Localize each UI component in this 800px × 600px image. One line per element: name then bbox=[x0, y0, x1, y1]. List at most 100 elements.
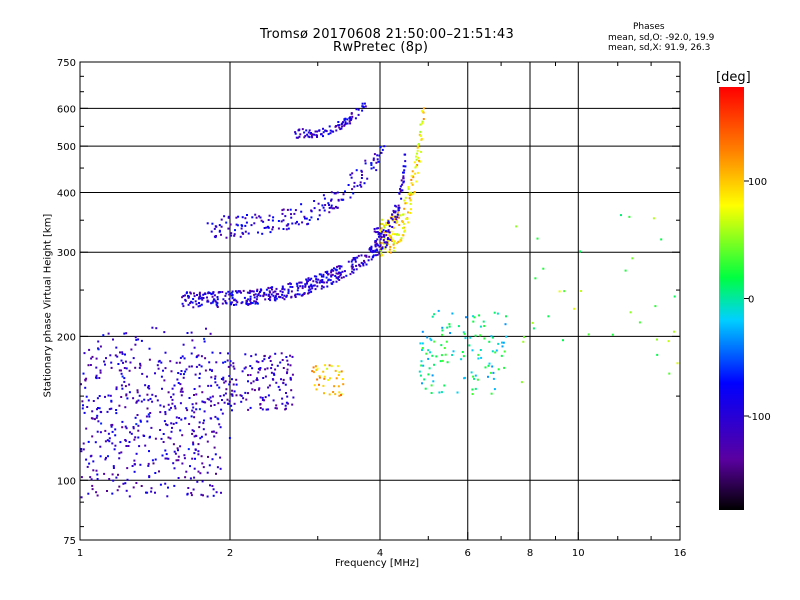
data-point bbox=[139, 362, 142, 365]
data-point bbox=[96, 397, 99, 400]
data-point bbox=[383, 241, 386, 244]
data-point bbox=[132, 486, 135, 489]
data-point bbox=[120, 372, 123, 375]
data-point bbox=[285, 295, 288, 298]
data-point bbox=[136, 389, 139, 392]
data-point bbox=[349, 273, 352, 276]
data-point bbox=[210, 417, 213, 420]
data-point bbox=[228, 383, 231, 386]
data-point bbox=[104, 395, 106, 398]
data-point bbox=[108, 440, 111, 443]
data-point bbox=[216, 384, 219, 387]
data-point bbox=[377, 227, 379, 230]
data-point bbox=[166, 495, 169, 498]
data-point bbox=[89, 455, 92, 458]
data-point bbox=[143, 435, 146, 437]
data-point bbox=[95, 491, 98, 494]
data-point bbox=[90, 478, 93, 481]
data-point bbox=[433, 363, 435, 366]
data-point bbox=[257, 361, 260, 364]
data-point bbox=[254, 353, 257, 356]
data-point bbox=[132, 426, 135, 428]
data-point bbox=[176, 447, 179, 450]
data-point bbox=[318, 129, 321, 132]
data-point bbox=[231, 394, 234, 397]
data-point bbox=[175, 459, 178, 462]
data-point bbox=[376, 158, 379, 161]
data-point bbox=[296, 220, 298, 223]
data-point bbox=[128, 441, 131, 443]
data-point bbox=[152, 462, 155, 465]
y-tick-label: 750 bbox=[57, 58, 76, 69]
data-point bbox=[338, 126, 341, 129]
data-point bbox=[204, 433, 207, 436]
data-point bbox=[310, 135, 313, 138]
data-point bbox=[401, 183, 404, 186]
data-point bbox=[164, 367, 167, 370]
data-point bbox=[271, 286, 274, 289]
data-point bbox=[234, 229, 236, 232]
data-point bbox=[329, 377, 331, 380]
data-point bbox=[310, 285, 313, 288]
data-point bbox=[162, 369, 164, 372]
data-point bbox=[286, 208, 289, 211]
data-point bbox=[106, 410, 109, 413]
data-point bbox=[163, 379, 166, 382]
data-point bbox=[147, 386, 149, 389]
data-point bbox=[397, 204, 400, 207]
data-point bbox=[183, 457, 186, 460]
data-point bbox=[110, 407, 113, 410]
data-point bbox=[219, 426, 222, 429]
data-point bbox=[631, 257, 634, 260]
data-point bbox=[244, 224, 247, 227]
data-point bbox=[313, 200, 316, 202]
data-point bbox=[335, 280, 338, 283]
data-point bbox=[406, 218, 409, 220]
data-point bbox=[374, 245, 377, 248]
data-point bbox=[301, 128, 304, 131]
data-point bbox=[174, 407, 177, 410]
data-point bbox=[403, 226, 406, 229]
data-point bbox=[307, 131, 310, 134]
data-point bbox=[580, 290, 583, 292]
data-point bbox=[395, 205, 398, 208]
data-point bbox=[256, 290, 259, 292]
data-point bbox=[95, 357, 98, 360]
data-point bbox=[305, 217, 308, 220]
data-point bbox=[228, 437, 231, 439]
data-point bbox=[232, 362, 235, 365]
data-point bbox=[392, 249, 395, 252]
data-point bbox=[387, 243, 389, 246]
data-point bbox=[370, 245, 373, 248]
data-point bbox=[211, 295, 214, 298]
data-point bbox=[310, 277, 313, 280]
data-point bbox=[503, 366, 506, 369]
data-point bbox=[293, 212, 296, 215]
data-point bbox=[404, 217, 407, 220]
data-point bbox=[259, 403, 262, 405]
data-point bbox=[409, 194, 411, 197]
data-point bbox=[213, 298, 216, 301]
data-point bbox=[132, 397, 135, 400]
data-point bbox=[497, 342, 500, 345]
data-point bbox=[354, 256, 357, 259]
data-point bbox=[190, 492, 193, 494]
data-point bbox=[281, 293, 284, 296]
data-point bbox=[347, 184, 350, 186]
data-point bbox=[562, 339, 564, 342]
data-point bbox=[277, 220, 280, 222]
data-point bbox=[383, 145, 386, 148]
data-point bbox=[269, 231, 272, 234]
data-point bbox=[316, 130, 318, 133]
data-point bbox=[294, 132, 297, 135]
data-point bbox=[430, 339, 433, 342]
data-point bbox=[371, 251, 374, 254]
data-point bbox=[297, 223, 300, 226]
data-point bbox=[267, 408, 270, 411]
data-point bbox=[323, 281, 326, 284]
data-point bbox=[417, 156, 420, 159]
data-point bbox=[208, 464, 211, 467]
data-point bbox=[228, 381, 231, 383]
data-point bbox=[307, 289, 310, 292]
data-point bbox=[364, 254, 367, 257]
